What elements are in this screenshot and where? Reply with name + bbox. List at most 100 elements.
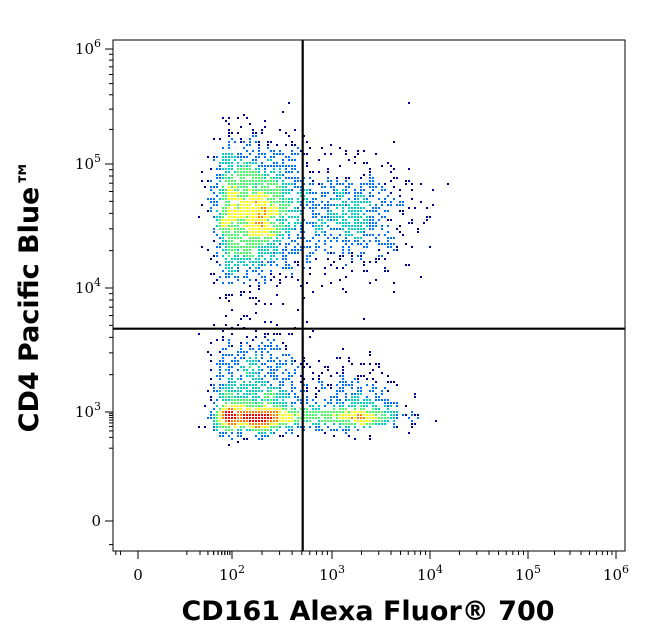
event-dot — [309, 222, 311, 224]
event-dot — [225, 384, 227, 386]
event-dot — [324, 267, 326, 269]
event-dot — [243, 252, 245, 254]
event-dot — [390, 204, 392, 206]
event-dot — [246, 192, 248, 194]
event-dot — [219, 420, 221, 422]
event-dot — [243, 258, 245, 260]
event-dot — [348, 417, 350, 419]
event-dot — [408, 417, 410, 419]
event-dot — [267, 222, 269, 224]
event-dot — [297, 192, 299, 194]
event-dot — [270, 234, 272, 236]
event-dot — [261, 252, 263, 254]
event-dot — [228, 234, 230, 236]
event-dot — [306, 408, 308, 410]
event-dot — [270, 426, 272, 428]
event-dot — [273, 255, 275, 257]
event-dot — [369, 174, 371, 176]
event-dot — [252, 210, 254, 212]
event-dot — [267, 417, 269, 419]
event-dot — [369, 402, 371, 404]
event-dot — [354, 219, 356, 221]
event-dot — [270, 279, 272, 281]
event-dot — [213, 387, 215, 389]
event-dot — [333, 435, 335, 437]
event-dot — [336, 414, 338, 416]
event-dot — [399, 210, 401, 212]
event-dot — [222, 186, 224, 188]
event-dot — [285, 414, 287, 416]
event-dot — [300, 363, 302, 365]
event-dot — [363, 195, 365, 197]
event-dot — [249, 225, 251, 227]
event-dot — [300, 186, 302, 188]
event-dot — [270, 255, 272, 257]
event-dot — [228, 339, 230, 341]
event-dot — [225, 177, 227, 179]
event-dot — [264, 414, 266, 416]
event-dot — [366, 243, 368, 245]
event-dot — [315, 249, 317, 251]
event-dot — [246, 351, 248, 353]
event-dot — [261, 177, 263, 179]
event-dot — [252, 369, 254, 371]
event-dot — [297, 399, 299, 401]
event-dot — [231, 156, 233, 158]
event-dot — [246, 240, 248, 242]
event-dot — [249, 234, 251, 236]
event-dot — [276, 183, 278, 185]
event-dot — [228, 282, 230, 284]
event-dot — [246, 189, 248, 191]
event-dot — [279, 420, 281, 422]
event-dot — [348, 186, 350, 188]
event-dot — [315, 225, 317, 227]
event-dot — [309, 255, 311, 257]
event-dot — [414, 396, 416, 398]
event-dot — [363, 363, 365, 365]
event-dot — [222, 237, 224, 239]
event-dot — [234, 189, 236, 191]
event-dot — [294, 159, 296, 161]
event-dot — [300, 390, 302, 392]
event-dot — [396, 204, 398, 206]
event-dot — [249, 183, 251, 185]
event-dot — [216, 426, 218, 428]
event-dot — [252, 375, 254, 377]
event-dot — [264, 432, 266, 434]
event-dot — [243, 381, 245, 383]
event-dot — [264, 384, 266, 386]
event-dot — [261, 198, 263, 200]
event-dot — [279, 189, 281, 191]
event-dot — [255, 135, 257, 137]
event-dot — [303, 426, 305, 428]
event-dot — [372, 180, 374, 182]
event-dot — [228, 240, 230, 242]
event-dot — [333, 261, 335, 263]
event-dot — [228, 354, 230, 356]
event-dot — [321, 285, 323, 287]
event-dot — [291, 141, 293, 143]
event-dot — [351, 384, 353, 386]
event-dot — [276, 378, 278, 380]
event-dot — [288, 198, 290, 200]
event-dot — [237, 183, 239, 185]
event-dot — [225, 294, 227, 296]
event-dot — [243, 399, 245, 401]
event-dot — [252, 360, 254, 362]
event-dot — [228, 384, 230, 386]
event-dot — [387, 402, 389, 404]
event-dot — [357, 228, 359, 230]
event-dot — [300, 204, 302, 206]
event-dot — [330, 228, 332, 230]
event-dot — [327, 168, 329, 170]
event-dot — [270, 258, 272, 260]
event-dot — [387, 231, 389, 233]
event-dot — [255, 429, 257, 431]
event-dot — [393, 243, 395, 245]
event-dot — [372, 222, 374, 224]
event-dot — [255, 168, 257, 170]
event-dot — [324, 243, 326, 245]
event-dot — [369, 354, 371, 356]
event-dot — [219, 369, 221, 371]
